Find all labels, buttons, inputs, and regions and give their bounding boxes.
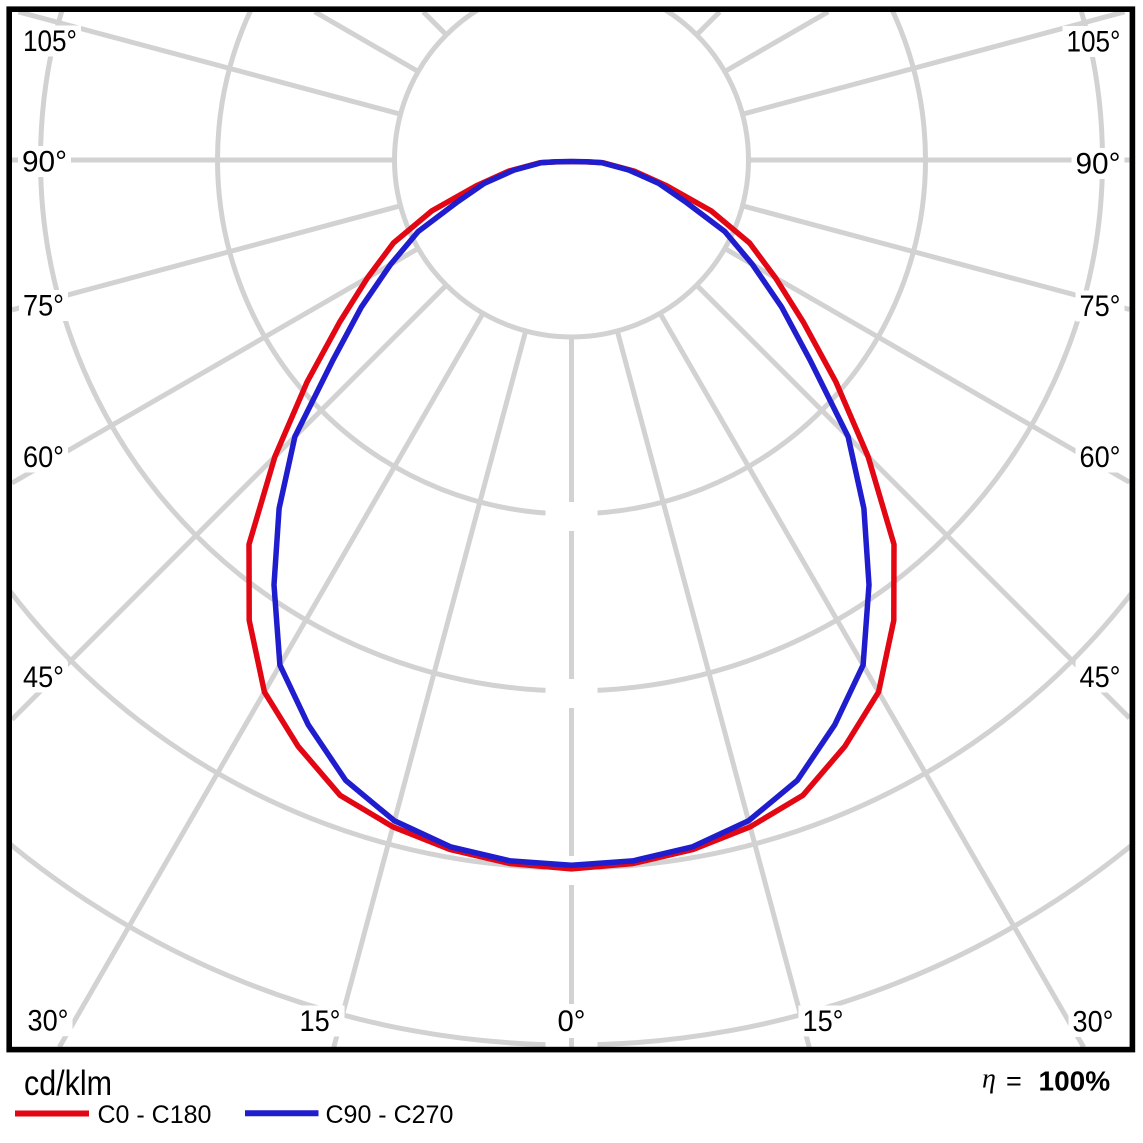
svg-text:105°: 105° [1067, 26, 1121, 59]
svg-text:105°: 105° [23, 25, 77, 58]
svg-text:100%: 100% [1039, 1065, 1111, 1096]
svg-text:cd/klm: cd/klm [24, 1064, 112, 1103]
svg-text:90°: 90° [22, 146, 67, 179]
svg-text:60°: 60° [23, 441, 64, 474]
svg-text:45°: 45° [1080, 661, 1121, 694]
svg-text:=: = [1006, 1066, 1022, 1096]
svg-text:0°: 0° [558, 1005, 586, 1038]
svg-text:η: η [982, 1064, 996, 1095]
svg-text:75°: 75° [1080, 290, 1121, 323]
svg-text:C90 - C270: C90 - C270 [326, 1101, 454, 1129]
svg-text:75°: 75° [23, 290, 64, 323]
svg-text:30°: 30° [28, 1005, 69, 1038]
svg-text:30°: 30° [1073, 1006, 1114, 1039]
svg-text:15°: 15° [803, 1005, 844, 1038]
svg-text:45°: 45° [23, 661, 64, 694]
svg-text:C0 - C180: C0 - C180 [98, 1101, 212, 1129]
svg-text:15°: 15° [300, 1005, 341, 1038]
svg-text:60°: 60° [1080, 441, 1121, 474]
svg-text:90°: 90° [1076, 148, 1121, 181]
